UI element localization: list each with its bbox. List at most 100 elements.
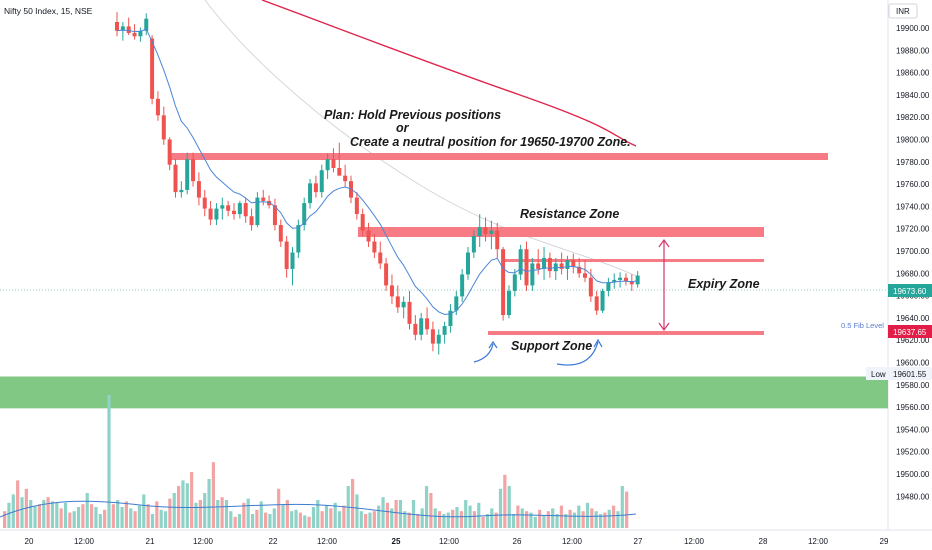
currency-box[interactable] bbox=[888, 3, 918, 19]
candle-body[interactable] bbox=[565, 260, 570, 269]
candle-body[interactable] bbox=[343, 175, 348, 182]
candle-body[interactable] bbox=[594, 296, 599, 311]
candle-body[interactable] bbox=[243, 203, 248, 217]
candle-body[interactable] bbox=[167, 139, 172, 165]
candle-body[interactable] bbox=[571, 260, 576, 267]
volume-bar bbox=[381, 497, 385, 528]
volume-bar bbox=[281, 504, 285, 528]
candle-body[interactable] bbox=[155, 98, 160, 116]
candle-body[interactable] bbox=[559, 263, 564, 269]
candle-body[interactable] bbox=[272, 205, 277, 226]
candle-body[interactable] bbox=[179, 189, 184, 193]
candle-body[interactable] bbox=[237, 203, 242, 215]
candle-body[interactable] bbox=[290, 252, 295, 269]
candle-body[interactable] bbox=[366, 230, 371, 242]
candle-body[interactable] bbox=[378, 252, 383, 264]
candle-body[interactable] bbox=[214, 208, 219, 220]
candle-body[interactable] bbox=[161, 115, 166, 140]
candle-body[interactable] bbox=[442, 326, 447, 335]
candle-body[interactable] bbox=[138, 30, 143, 37]
candle-body[interactable] bbox=[249, 216, 254, 226]
candle-body[interactable] bbox=[495, 230, 500, 250]
candle-body[interactable] bbox=[629, 281, 634, 285]
candle-body[interactable] bbox=[466, 252, 470, 275]
candle-body[interactable] bbox=[577, 266, 582, 274]
candle-body[interactable] bbox=[542, 257, 547, 269]
candle-body[interactable] bbox=[588, 277, 593, 297]
candle-body[interactable] bbox=[612, 279, 617, 283]
candle-body[interactable] bbox=[395, 296, 400, 308]
candle-body[interactable] bbox=[530, 263, 535, 286]
candle-body[interactable] bbox=[460, 274, 465, 297]
candle-body[interactable] bbox=[302, 203, 307, 226]
candle-body[interactable] bbox=[583, 273, 587, 278]
candle-body[interactable] bbox=[547, 257, 552, 272]
candle-body[interactable] bbox=[372, 241, 377, 253]
candle-body[interactable] bbox=[354, 197, 359, 215]
candle-body[interactable] bbox=[635, 275, 640, 285]
candle-body[interactable] bbox=[185, 159, 190, 190]
candle-body[interactable] bbox=[419, 318, 424, 335]
candle-body[interactable] bbox=[173, 164, 178, 193]
candle-body[interactable] bbox=[413, 323, 418, 335]
candle-body[interactable] bbox=[278, 225, 283, 242]
candle-body[interactable] bbox=[536, 263, 541, 269]
candle-body[interactable] bbox=[471, 236, 476, 253]
candle-body[interactable] bbox=[296, 225, 301, 253]
candle-body[interactable] bbox=[606, 282, 611, 291]
candle-body[interactable] bbox=[448, 310, 453, 327]
candle-body[interactable] bbox=[267, 200, 272, 206]
candle-body[interactable] bbox=[202, 197, 207, 209]
candle-body[interactable] bbox=[436, 334, 441, 344]
volume-ma-line bbox=[0, 500, 637, 518]
candle-body[interactable] bbox=[524, 249, 529, 286]
x-tick-label: 12:00 bbox=[74, 537, 95, 546]
candle-body[interactable] bbox=[308, 183, 313, 204]
candle-body[interactable] bbox=[518, 249, 523, 275]
candle-body[interactable] bbox=[126, 26, 131, 33]
candle-body[interactable] bbox=[337, 167, 342, 176]
candle-body[interactable] bbox=[132, 32, 137, 37]
candle-body[interactable] bbox=[196, 181, 201, 198]
volume-bar bbox=[568, 509, 572, 528]
candle-body[interactable] bbox=[618, 277, 623, 280]
candle-body[interactable] bbox=[261, 197, 266, 201]
candle-body[interactable] bbox=[331, 159, 336, 168]
candle-body[interactable] bbox=[477, 227, 482, 237]
y-tick-label: 19500.00 bbox=[896, 470, 930, 479]
candle-body[interactable] bbox=[360, 214, 365, 231]
candle-body[interactable] bbox=[623, 277, 628, 282]
y-tick-label: 19820.00 bbox=[896, 113, 930, 122]
candle-body[interactable] bbox=[255, 197, 260, 226]
candle-body[interactable] bbox=[120, 26, 125, 31]
candle-body[interactable] bbox=[407, 301, 412, 324]
candle-body[interactable] bbox=[220, 205, 225, 209]
candle-body[interactable] bbox=[150, 38, 155, 99]
candle-body[interactable] bbox=[284, 241, 289, 269]
candle-body[interactable] bbox=[600, 290, 605, 311]
volume-bar bbox=[372, 511, 376, 528]
candle-body[interactable] bbox=[191, 159, 196, 182]
candle-body[interactable] bbox=[430, 329, 435, 344]
candle-body[interactable] bbox=[313, 183, 318, 193]
candle-body[interactable] bbox=[325, 159, 330, 171]
candle-body[interactable] bbox=[232, 210, 236, 215]
candle-body[interactable] bbox=[384, 263, 389, 286]
candle-body[interactable] bbox=[226, 205, 231, 211]
candle-body[interactable] bbox=[454, 296, 459, 311]
candle-body[interactable] bbox=[506, 290, 511, 316]
candle-body[interactable] bbox=[512, 274, 517, 291]
candle-body[interactable] bbox=[115, 22, 119, 31]
candle-body[interactable] bbox=[319, 170, 324, 193]
candle-body[interactable] bbox=[489, 230, 494, 234]
candle-body[interactable] bbox=[501, 249, 506, 316]
x-tick-label: 27 bbox=[634, 537, 643, 546]
candle-body[interactable] bbox=[425, 318, 430, 330]
candle-body[interactable] bbox=[401, 301, 406, 308]
candle-body[interactable] bbox=[208, 208, 213, 220]
candle-body[interactable] bbox=[144, 18, 149, 31]
candle-body[interactable] bbox=[483, 227, 488, 234]
candle-body[interactable] bbox=[389, 285, 394, 297]
plan-line3: Create a neutral position for 19650-1970… bbox=[350, 135, 631, 149]
